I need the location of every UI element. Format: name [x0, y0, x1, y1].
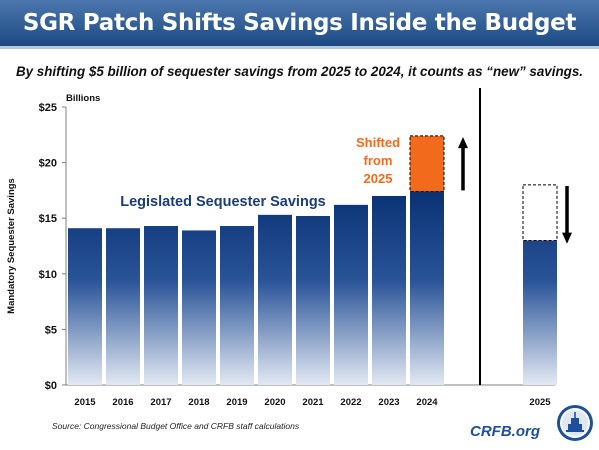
x-tick-label: 2023 [378, 397, 399, 408]
x-tick-label: 2025 [529, 397, 551, 408]
y-tick-label: $20 [39, 158, 57, 170]
x-tick-label: 2024 [416, 397, 438, 408]
bar-2025 [523, 240, 557, 385]
brand-link[interactable]: CRFB.org [470, 423, 540, 440]
x-tick-label: 2016 [112, 397, 133, 408]
x-tick-label: 2019 [226, 397, 247, 408]
x-tick-label: 2021 [302, 397, 324, 408]
bar-2016 [106, 228, 140, 385]
title-bar [0, 0, 599, 46]
title-divider [0, 46, 599, 49]
bar-2020 [258, 214, 292, 385]
bar-2019 [220, 225, 254, 385]
shifted-label-line2: from [364, 153, 393, 168]
bar-2015 [68, 228, 102, 385]
bar-2018 [182, 230, 216, 385]
bar-2017 [144, 225, 178, 385]
bar-2024 [410, 191, 444, 385]
y-tick-label: $15 [39, 213, 57, 225]
page-title: SGR Patch Shifts Savings Inside the Budg… [22, 10, 577, 82]
bar-2023 [372, 195, 406, 385]
y-tick-label: $0 [45, 380, 57, 392]
y-tick-label: $25 [39, 102, 57, 114]
y-tick-label: $10 [39, 269, 57, 281]
x-tick-label: 2018 [188, 397, 209, 408]
bar-2022 [334, 204, 368, 385]
unit-label: Billions [66, 93, 100, 104]
series-annotation: Legislated Sequester Savings [120, 194, 326, 210]
down-arrow-head [562, 232, 572, 244]
x-tick-label: 2017 [150, 397, 171, 408]
x-tick-label: 2015 [74, 397, 96, 408]
shifted-label-line1: Shifted [356, 135, 400, 150]
shifted-segment-2024 [409, 135, 445, 193]
y-tick-label: $5 [45, 324, 57, 336]
x-tick-label: 2022 [340, 397, 361, 408]
y-axis-title: Mandatory Sequester Savings [6, 178, 17, 314]
bar-2021 [296, 215, 330, 385]
x-tick-label: 2020 [264, 397, 285, 408]
source-note: Source: Congressional Budget Office and … [52, 421, 300, 431]
removed-outline-2025 [522, 184, 558, 241]
crfb-seal-logo [557, 405, 593, 441]
chart-subtitle: By shifting $5 billion of sequester savi… [15, 64, 584, 79]
up-arrow-head [458, 137, 468, 149]
shifted-label-line3: 2025 [364, 171, 393, 186]
